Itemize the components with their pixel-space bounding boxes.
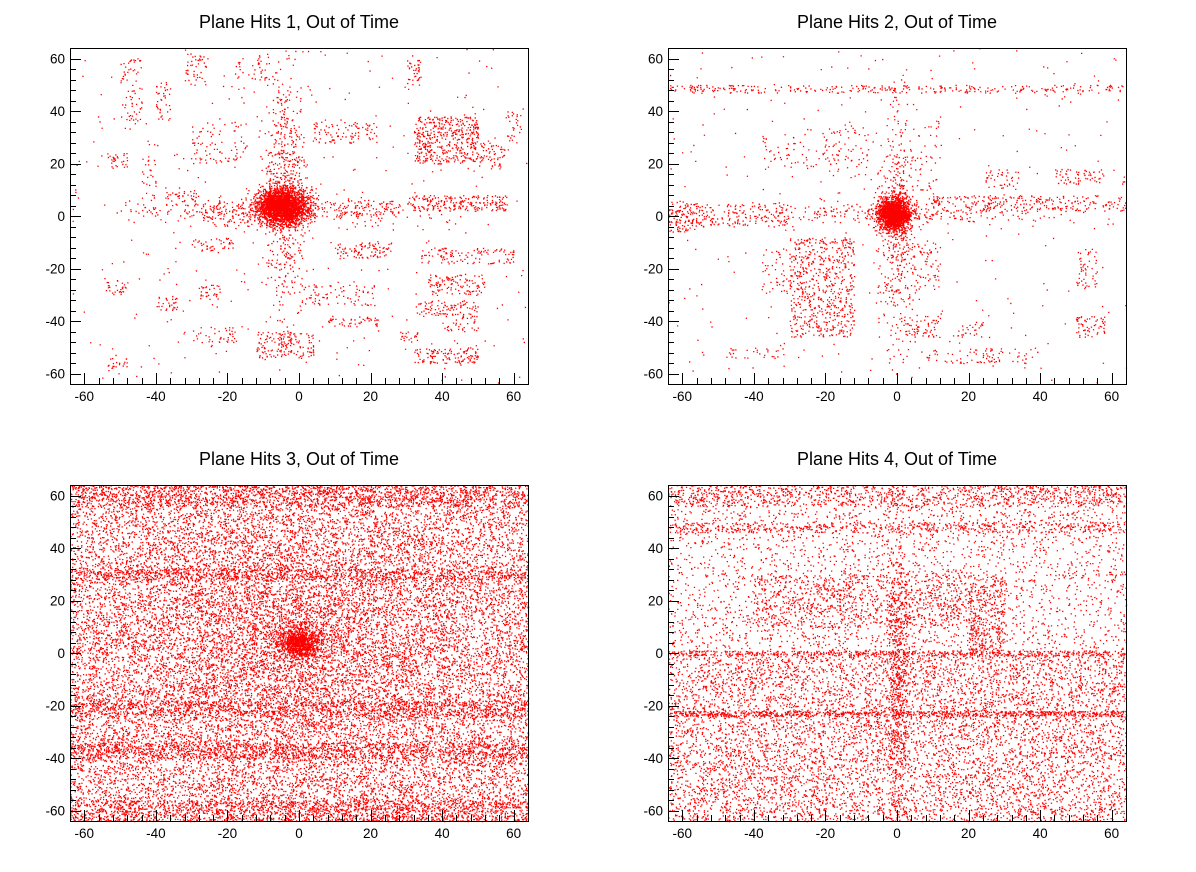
y-tick-label: -60 [45,367,65,382]
panel-4: Plane Hits 4, Out of Time -60 -40 -20 0 20 40… [643,449,1128,841]
x-tick-label: 0 [295,826,303,841]
x-tick-label: -20 [816,389,836,404]
x-tick-label: -40 [744,826,764,841]
scatter-markers [70,485,530,823]
panel-1-points [72,49,528,384]
y-tick-label: 0 [57,209,65,224]
y-tick-label: 60 [50,489,65,504]
panel-3: Plane Hits 3, Out of Time -60 -40 -20 0 20 40… [45,449,530,841]
y-tick-label: 20 [50,157,65,172]
x-tick-label: 20 [363,389,378,404]
y-tick-label: 20 [648,157,663,172]
panel-1: Plane Hits 1, Out of Time -60 -40 -20 0 20 40… [45,12,529,404]
x-tick-label: -20 [218,389,238,404]
y-tick-label: -20 [45,262,65,277]
y-tick-label: 40 [50,541,65,556]
x-tick-label: -60 [75,826,95,841]
y-tick-label: 40 [50,104,65,119]
y-tick-label: 20 [648,594,663,609]
y-tick-label: 60 [648,52,663,67]
y-tick-label: 40 [648,104,663,119]
x-tick-label: -60 [75,389,95,404]
x-tick-label: 40 [435,826,450,841]
panel-4-title: Plane Hits 4, Out of Time [797,449,997,469]
panel-1-title: Plane Hits 1, Out of Time [199,12,399,32]
y-tick-label: 0 [57,646,65,661]
x-tick-label: -20 [816,826,836,841]
scatter-markers [72,49,528,384]
x-tick-label: 20 [961,389,976,404]
y-tick-label: -60 [643,804,663,819]
x-tick-label: 40 [1033,389,1048,404]
y-tick-label: -20 [643,262,663,277]
y-tick-label: 60 [648,489,663,504]
x-tick-label: -60 [673,389,693,404]
panel-2-axes: -60 -40 -20 0 20 40 60 -60 -40 -20 0 20 40 60 [643,48,1127,404]
x-tick-label: 40 [1033,826,1048,841]
x-tick-label: -40 [744,389,764,404]
x-tick-label: 0 [893,826,901,841]
x-tick-label: 60 [1104,389,1119,404]
y-tick-label: 0 [655,646,663,661]
x-tick-label: -60 [673,826,693,841]
y-tick-label: -60 [45,804,65,819]
x-tick-label: 40 [435,389,450,404]
panel-2: Plane Hits 2, Out of Time -60 -40 -20 0 20 40… [643,12,1128,404]
x-tick-label: -40 [146,826,166,841]
y-tick-label: -40 [643,314,663,329]
panel-3-points [70,485,530,823]
x-tick-label: 60 [1104,826,1119,841]
x-tick-label: -20 [218,826,238,841]
panel-1-axes: -60 -40 -20 0 20 40 60 -60 -40 -20 0 20 40 60 [45,48,529,404]
y-tick-label: -20 [45,699,65,714]
x-tick-label: 60 [506,826,521,841]
y-tick-label: 0 [655,209,663,224]
y-tick-label: -20 [643,699,663,714]
x-tick-label: 20 [961,826,976,841]
y-tick-label: 40 [648,541,663,556]
y-tick-label: 20 [50,594,65,609]
x-tick-label: 0 [295,389,303,404]
scatter-markers [668,48,1128,384]
y-tick-label: -40 [45,751,65,766]
x-tick-label: 20 [363,826,378,841]
panel-4-axes: -60 -40 -20 0 20 40 60 -60 -40 -20 0 20 40 60 [643,485,1127,841]
panel-2-points [668,48,1128,384]
y-tick-label: -40 [45,314,65,329]
y-tick-label: 60 [50,52,65,67]
panel-4-points [668,485,1128,823]
x-tick-label: -40 [146,389,166,404]
y-tick-label: -60 [643,367,663,382]
panel-3-axes: -60 -40 -20 0 20 40 60 -60 -40 -20 0 20 40 60 [45,485,529,841]
x-tick-label: 60 [506,389,521,404]
y-tick-label: -40 [643,751,663,766]
scatter-markers [668,485,1128,823]
x-tick-label: 0 [893,389,901,404]
panel-2-title: Plane Hits 2, Out of Time [797,12,997,32]
panel-3-title: Plane Hits 3, Out of Time [199,449,399,469]
